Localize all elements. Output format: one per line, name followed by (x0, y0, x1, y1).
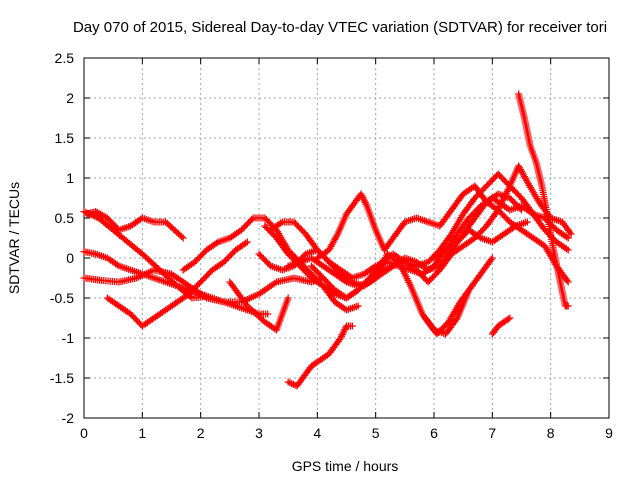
data-point (567, 230, 575, 238)
x-tick-label: 8 (547, 425, 555, 441)
data-point (243, 238, 251, 246)
data-point (475, 233, 483, 241)
data-marks (80, 90, 575, 390)
data-point (510, 223, 518, 231)
y-tick-label: 2.5 (55, 50, 75, 66)
data-point (113, 261, 121, 269)
x-axis-label: GPS time / hours (292, 458, 399, 474)
data-point (563, 233, 570, 241)
data-point (488, 254, 496, 262)
series-track-12 (313, 182, 572, 286)
data-point (452, 316, 460, 324)
data-point (487, 256, 495, 264)
data-point (518, 206, 525, 214)
series-track-3 (80, 266, 327, 306)
data-point (178, 233, 186, 241)
x-tick-label: 2 (197, 425, 205, 441)
x-tick-label: 3 (255, 425, 263, 441)
series-track-17 (515, 90, 572, 310)
x-tick-label: 7 (488, 425, 496, 441)
data-point (563, 245, 570, 253)
series-track-16 (488, 314, 514, 338)
y-tick-label: -2 (62, 410, 75, 426)
data-point (348, 322, 356, 330)
data-point (563, 276, 571, 284)
series-track-15 (421, 286, 473, 338)
y-axis-label: SDTVAR / TECUs (6, 182, 22, 294)
data-point (341, 277, 349, 285)
data-point (516, 205, 524, 212)
data-point (277, 219, 285, 227)
data-point (248, 216, 256, 223)
x-tick-label: 5 (372, 425, 380, 441)
data-point (242, 239, 250, 247)
series-track-5 (103, 238, 251, 330)
data-point (564, 302, 572, 310)
series-track-4 (83, 208, 187, 242)
data-point (506, 314, 514, 322)
x-tick-label: 6 (430, 425, 438, 441)
chart-title: Day 070 of 2015, Sidereal Day-to-day VTE… (73, 19, 607, 36)
y-tick-label: 1.5 (55, 130, 75, 146)
data-point (564, 234, 572, 242)
axis-ticks: 0 1 2 3 4 5 6 7 8 9 -2 -1.5 -1 -0.5 0 0.5 1 1.5 2 2.5 (50, 50, 613, 441)
x-tick-label: 1 (138, 425, 146, 441)
series-track-11 (284, 322, 356, 390)
y-tick-label: -0.5 (50, 290, 74, 306)
series-track-18 (430, 218, 531, 262)
data-point (264, 310, 272, 318)
x-tick-label: 9 (605, 425, 613, 441)
y-tick-label: -1.5 (50, 370, 74, 386)
data-point (523, 218, 531, 226)
y-tick-label: 1 (66, 170, 74, 186)
x-tick-label: 4 (313, 425, 321, 441)
x-tick-label: 0 (80, 425, 88, 441)
data-point (564, 246, 572, 254)
data-point (465, 286, 473, 294)
data-point (284, 294, 292, 302)
data-point (564, 278, 572, 286)
data-point (213, 239, 220, 247)
data-point (504, 315, 512, 323)
data-point (354, 302, 362, 310)
series-track-7 (226, 278, 292, 334)
y-tick-label: -1 (62, 330, 75, 346)
plot-frame (83, 57, 610, 419)
y-tick-label: 0 (66, 250, 74, 266)
y-tick-label: 2 (66, 90, 74, 106)
y-tick-label: 0.5 (55, 210, 75, 226)
data-point (179, 234, 187, 242)
series-track-14 (308, 162, 575, 302)
series-track-2 (80, 248, 272, 318)
